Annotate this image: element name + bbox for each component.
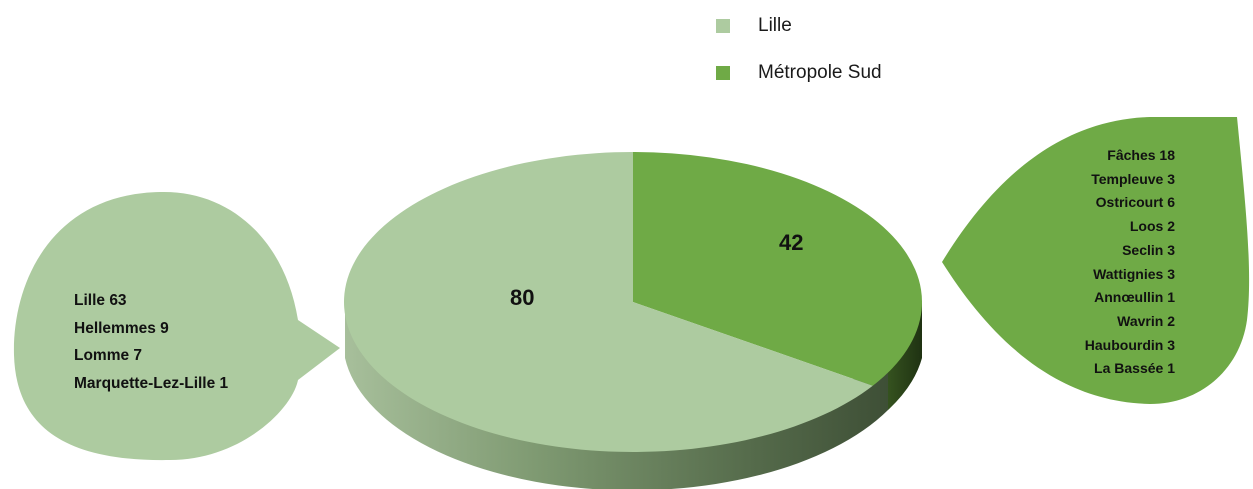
metropole-sud-breakdown-item: La Bassée 1 — [1094, 360, 1175, 377]
slice-label-metropole-sud: 42 — [779, 230, 804, 255]
metropole-sud-breakdown-item: Wavrin 2 — [1117, 312, 1175, 329]
metropole-sud-breakdown-item: Templeuve 3 — [1091, 170, 1175, 187]
lille-breakdown-item: Lomme 7 — [74, 347, 143, 364]
legend-swatch-metropole-sud — [716, 66, 730, 80]
metropole-sud-breakdown-item: Wattignies 3 — [1093, 265, 1175, 282]
lille-breakdown-item: Lille 63 — [74, 292, 127, 309]
legend-label-lille: Lille — [758, 15, 792, 36]
lille-breakdown-item: Marquette-Lez-Lille 1 — [74, 374, 229, 392]
legend-item-lille: Lille — [716, 14, 882, 38]
metropole-sud-breakdown-item: Annœullin 1 — [1094, 289, 1175, 306]
pie-slice-lille — [344, 152, 873, 452]
pie-slice-metropole-sud — [633, 152, 923, 386]
metropole-sud-breakdown-item: Ostricourt 6 — [1095, 194, 1175, 211]
lille-breakdown-item: Hellemmes 9 — [74, 319, 169, 337]
slice-label-lille: 80 — [510, 285, 535, 310]
metropole-sud-breakdown-item: Fâches 18 — [1107, 147, 1175, 163]
metropole-sud-breakdown-item: Seclin 3 — [1122, 241, 1175, 258]
lille-breakdown-list: Lille 63 Hellemmes 9 Lomme 7 Marquette-L… — [74, 287, 228, 397]
legend-label-metropole-sud: Métropole Sud — [758, 62, 882, 83]
legend-item-metropole-sud: Métropole Sud — [716, 61, 882, 85]
lille-callout-bubble — [13, 191, 341, 461]
pie-side-lille — [345, 300, 888, 489]
legend: Lille Métropole Sud — [716, 14, 882, 108]
metropole-sud-breakdown-list: Fâches 18 Templeuve 3 Ostricourt 6 Loos … — [1085, 144, 1175, 381]
legend-swatch-lille — [716, 19, 730, 33]
metropole-sud-callout-bubble — [942, 117, 1250, 404]
pie-top — [344, 152, 923, 452]
metropole-sud-breakdown-item: Loos 2 — [1129, 218, 1175, 235]
metropole-sud-breakdown-item: Haubourdin 3 — [1084, 336, 1175, 353]
